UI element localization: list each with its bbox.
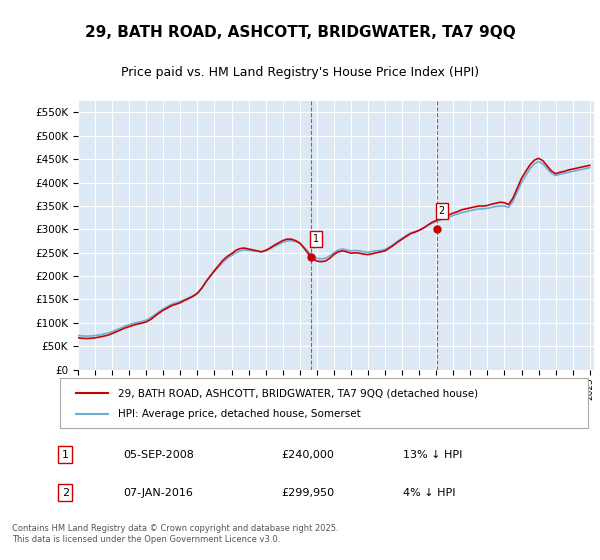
Text: 1: 1: [313, 234, 320, 244]
Text: 4% ↓ HPI: 4% ↓ HPI: [403, 488, 456, 497]
Text: 07-JAN-2016: 07-JAN-2016: [124, 488, 193, 497]
Text: 2: 2: [62, 488, 69, 497]
Text: £299,950: £299,950: [282, 488, 335, 497]
Text: 2: 2: [439, 206, 445, 216]
Text: 13% ↓ HPI: 13% ↓ HPI: [403, 450, 463, 460]
Text: 05-SEP-2008: 05-SEP-2008: [124, 450, 194, 460]
Text: 1: 1: [62, 450, 69, 460]
Text: 29, BATH ROAD, ASHCOTT, BRIDGWATER, TA7 9QQ: 29, BATH ROAD, ASHCOTT, BRIDGWATER, TA7 …: [85, 25, 515, 40]
Text: 29, BATH ROAD, ASHCOTT, BRIDGWATER, TA7 9QQ (detached house): 29, BATH ROAD, ASHCOTT, BRIDGWATER, TA7 …: [118, 388, 478, 398]
Text: £240,000: £240,000: [282, 450, 335, 460]
Text: HPI: Average price, detached house, Somerset: HPI: Average price, detached house, Some…: [118, 409, 361, 419]
FancyBboxPatch shape: [60, 378, 588, 428]
Text: Price paid vs. HM Land Registry's House Price Index (HPI): Price paid vs. HM Land Registry's House …: [121, 66, 479, 78]
Text: Contains HM Land Registry data © Crown copyright and database right 2025.
This d: Contains HM Land Registry data © Crown c…: [12, 524, 338, 544]
